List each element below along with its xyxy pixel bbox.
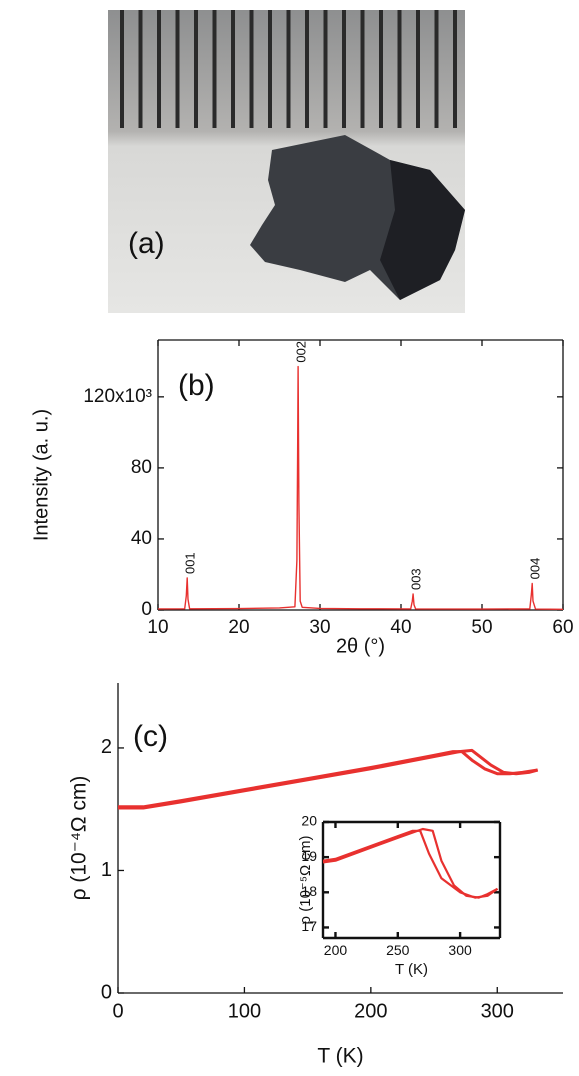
x-tick-label: 200 — [354, 1000, 387, 1022]
x-axis-label: T (K) — [395, 961, 428, 978]
y-tick-label: 0 — [141, 599, 152, 620]
x-tick-label: 200 — [324, 942, 348, 958]
photo: (a) — [108, 10, 465, 313]
x-tick-label: 60 — [552, 617, 573, 638]
y-axis-label: ρ (10⁻⁵Ω cm) — [297, 836, 314, 925]
panel-label: (c) — [133, 720, 168, 753]
data-line — [118, 752, 538, 807]
y-tick-label: 2 — [101, 736, 112, 758]
peak-label: 004 — [528, 558, 543, 580]
x-tick-label: 20 — [228, 617, 249, 638]
y-axis-label: Intensity (a. u.) — [30, 409, 52, 541]
peak-label: 001 — [183, 552, 198, 574]
peak-label: 002 — [294, 341, 309, 363]
data-line — [158, 367, 563, 610]
panel-label: (a) — [128, 227, 165, 260]
y-axis-label: ρ (10⁻⁴Ω cm) — [68, 776, 91, 901]
x-axis-label: T (K) — [317, 1045, 363, 1068]
y-tick-label: 120x10³ — [83, 386, 152, 407]
y-tick-label: 20 — [301, 813, 317, 829]
x-tick-label: 50 — [471, 617, 492, 638]
x-tick-label: 0 — [112, 1000, 123, 1022]
x-tick-label: 40 — [390, 617, 411, 638]
x-tick-label: 300 — [448, 942, 472, 958]
inset-background — [323, 822, 500, 938]
panel-label: (b) — [178, 369, 215, 402]
x-tick-label: 250 — [386, 942, 410, 958]
y-tick-label: 0 — [101, 981, 112, 1003]
x-axis-label: 2θ (°) — [336, 635, 385, 657]
y-tick-label: 80 — [131, 457, 152, 478]
x-tick-label: 10 — [147, 617, 168, 638]
x-tick-label: 300 — [481, 1000, 514, 1022]
figure: (a) 10203040506004080120x10³001002003004… — [0, 0, 579, 1076]
y-tick-label: 40 — [131, 528, 152, 549]
y-tick-label: 1 — [101, 859, 112, 881]
peak-label: 003 — [409, 568, 424, 590]
x-tick-label: 100 — [228, 1000, 261, 1022]
x-tick-label: 30 — [309, 617, 330, 638]
